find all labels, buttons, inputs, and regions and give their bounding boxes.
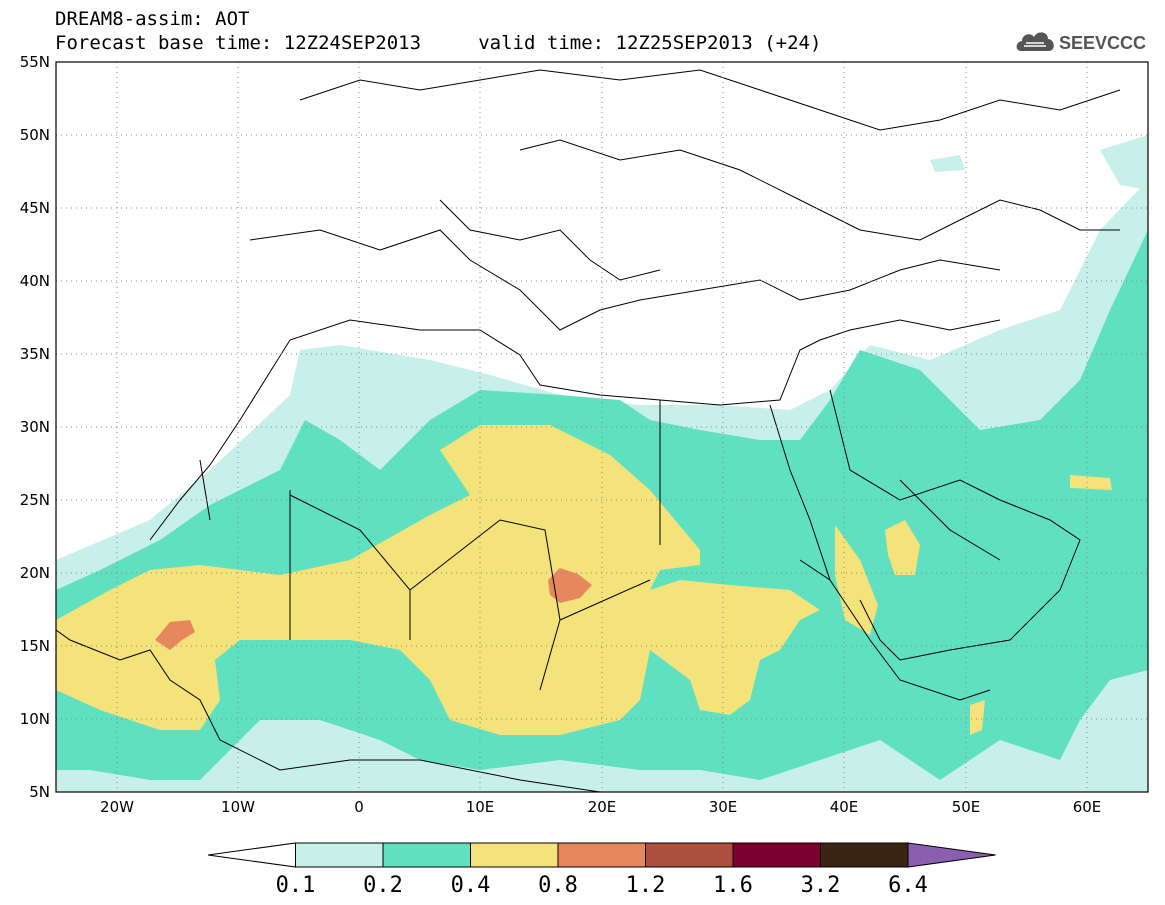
colorbar-segment [820,842,909,868]
lon-label: 40E [830,798,859,816]
lon-label: 50E [952,798,981,816]
lat-label: 45N [20,199,50,217]
aot-patch-0.8-senegal [155,620,195,650]
forecast-times: Forecast base time: 12Z24SEP2013 valid t… [55,32,822,54]
colorbar-label: 0.4 [451,873,491,898]
colorbar-label: 3.2 [801,873,841,898]
colorbar-label: 6.4 [888,873,928,898]
lat-label: 10N [20,710,50,728]
colorbar-segment [732,842,821,868]
lat-label: 35N [20,345,50,363]
lat-label: 40N [20,272,50,290]
colorbar-arrow-low [207,842,296,868]
aot-patch-0.1 [1100,135,1148,190]
colorbar-label: 0.2 [363,873,403,898]
colorbar-label: 0.1 [276,873,316,898]
lon-axis: 20W 10W 0 10E 20E 30E 40E 50E 60E [100,798,1101,816]
aot-patch-0.4-arabia [885,520,920,575]
aot-patch-0.4-somalia [970,700,985,735]
lon-label: 20E [588,798,617,816]
aot-patch-0.4-red-sea [835,525,878,635]
lat-label: 15N [20,637,50,655]
lat-label: 50N [20,126,50,144]
lon-label: 30E [709,798,738,816]
lat-label: 55N [20,53,50,71]
lat-lon-grid [56,62,1148,792]
colorbar-segment [470,842,559,868]
lat-label: 25N [20,491,50,509]
lon-label: 20W [100,798,134,816]
lat-axis: 55N 50N 45N 40N 35N 30N 25N 20N 15N 10N … [20,53,50,801]
seevccc-logo: SEEVCCC [1016,32,1146,53]
aot-patch-0.1b [930,155,965,172]
lon-label: 10E [466,798,495,816]
lon-label: 10W [221,798,255,816]
chart-title: DREAM8-assim: AOT [55,8,250,30]
coastlines [56,69,1121,792]
logo-text: SEEVCCC [1059,33,1146,53]
colorbar-arrow-high [907,842,996,868]
aot-patch-0.4-gulf [1070,475,1112,490]
colorbar-label: 0.8 [538,873,578,898]
lat-label: 30N [20,418,50,436]
colorbar-segment [557,842,646,868]
colorbar-segment [295,842,384,868]
aot-band-0.4 [56,425,820,735]
lat-label: 5N [29,783,50,801]
colorbar-segment [382,842,471,868]
colorbar-label: 1.2 [626,873,666,898]
lon-label: 60E [1073,798,1102,816]
colorbar-segment [645,842,734,868]
aot-patch-0.8-chad [548,568,592,603]
colorbar-label: 1.6 [713,873,753,898]
lat-label: 20N [20,564,50,582]
cloud-icon [1016,32,1054,51]
map-frame [55,61,1149,793]
lon-label: 0 [354,798,364,816]
